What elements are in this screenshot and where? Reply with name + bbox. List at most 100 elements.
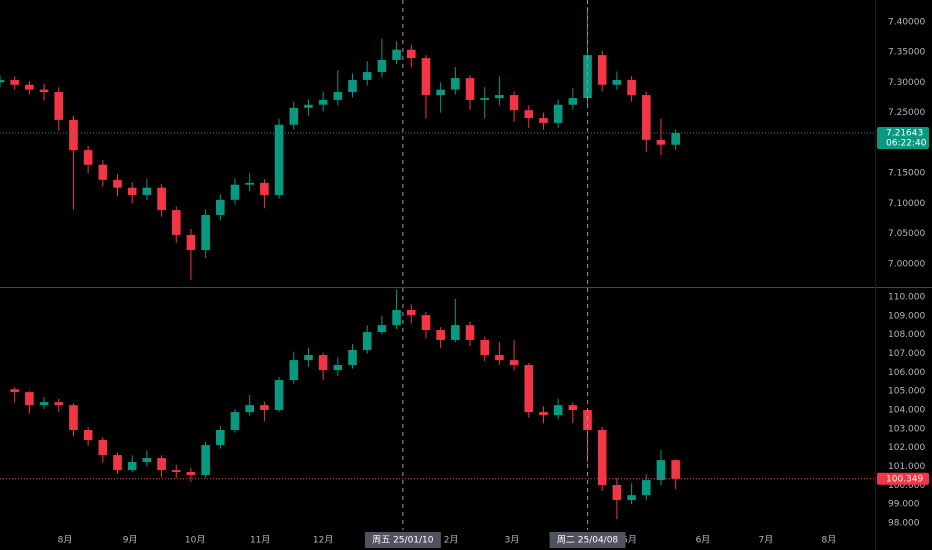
candle-body (362, 332, 372, 350)
y-tick-label: 7.35000 (888, 48, 925, 58)
candle-body (54, 92, 64, 120)
candle-body (304, 104, 313, 108)
y-tick-label: 104.000 (888, 406, 925, 416)
y-tick-label: 7.05000 (888, 229, 925, 239)
last-price-label: 7.21643 (886, 128, 923, 138)
candle-body (318, 355, 328, 371)
candle-body (142, 187, 152, 195)
candle-body (83, 150, 93, 165)
candle-body (230, 412, 240, 430)
candle-body (421, 58, 431, 96)
y-tick-label: 108.000 (888, 330, 925, 340)
candle-body (10, 79, 19, 85)
candle-body (25, 392, 34, 406)
candle-body (348, 79, 357, 93)
crosshair-badge (364, 532, 441, 548)
last-price-label: 100.349 (886, 474, 923, 484)
candle-body (304, 355, 313, 361)
y-tick-label: 7.25000 (888, 108, 925, 118)
candle-body (568, 405, 578, 411)
x-tick-label: 9月 (123, 535, 138, 546)
crosshair-badge (549, 532, 626, 548)
candle-body (451, 325, 460, 340)
candle-body (465, 78, 475, 100)
y-tick-label: 109.000 (888, 311, 925, 321)
candle-body (39, 89, 49, 93)
candle-body (553, 104, 563, 123)
y-tick-label: 102.000 (888, 443, 925, 453)
x-tick-label: 2月 (444, 535, 459, 546)
candle-body (509, 95, 519, 111)
candle-body (480, 98, 490, 100)
candle-body (333, 365, 343, 371)
candle-body (406, 310, 416, 316)
y-tick-label: 110.000 (888, 293, 925, 303)
candle-body (245, 405, 255, 413)
x-tick-label: 8月 (58, 535, 73, 546)
candle-body (451, 78, 460, 90)
candle-body (612, 79, 622, 85)
candle-body (597, 429, 607, 485)
candle-body (509, 360, 519, 366)
candle-body (656, 460, 666, 481)
candle-body (465, 325, 475, 340)
candle-body (201, 445, 210, 476)
candle-body (39, 402, 49, 406)
candle-body (289, 360, 299, 381)
candle-body (216, 199, 225, 215)
y-tick-label: 101.000 (888, 462, 925, 472)
last-price-badge (877, 126, 929, 149)
candle-body (10, 389, 19, 393)
candle-body (127, 187, 137, 195)
candle-body (0, 79, 5, 83)
candle-body (157, 187, 166, 211)
candle-body (597, 55, 607, 85)
candle-body (245, 182, 255, 185)
candle-body (377, 59, 387, 73)
candle-body (186, 471, 196, 476)
candle-body (127, 462, 137, 471)
candle-body (186, 234, 196, 251)
crosshair-label: 周五 25/01/10 (372, 535, 434, 546)
y-tick-label: 7.40000 (888, 17, 925, 27)
y-tick-label: 7.15000 (888, 169, 925, 179)
candle-body (539, 412, 548, 416)
candle-body (392, 49, 401, 60)
candle-body (201, 214, 210, 251)
y-tick-label: 103.000 (888, 424, 925, 434)
candle-body (274, 124, 284, 195)
candle-body (83, 429, 93, 440)
candle-body (318, 99, 328, 105)
x-tick-label: 5月 (622, 535, 637, 546)
candle-body (480, 339, 490, 356)
y-tick-label: 99.000 (888, 500, 920, 510)
candle-body (157, 458, 166, 471)
candle-body (553, 405, 563, 416)
candle-body (230, 184, 240, 200)
candle-body (171, 470, 181, 472)
candle-body (627, 79, 636, 96)
x-tick-label: 12月 (313, 535, 333, 546)
y-tick-label: 7.30000 (888, 78, 925, 88)
candle-body (54, 402, 64, 406)
candle-body (568, 98, 578, 105)
candle-body (495, 95, 504, 99)
candle-body (627, 495, 636, 501)
countdown-label: 06:22:40 (886, 138, 927, 148)
candle-body (612, 484, 622, 501)
candle-body (333, 92, 343, 100)
crosshair-label: 周二 25/04/08 (557, 535, 619, 546)
candle-body (171, 210, 181, 235)
y-tick-label: 7.10000 (888, 199, 925, 209)
x-tick-label: 7月 (759, 535, 774, 546)
candle-body (289, 107, 299, 125)
candle-body (406, 49, 416, 59)
candle-body (524, 365, 534, 413)
candle-body (69, 405, 78, 430)
candle-body (113, 455, 122, 471)
last-price-badge (877, 472, 929, 485)
candle-body (377, 325, 387, 333)
y-tick-label: 100.000 (888, 481, 925, 491)
candle-body (25, 84, 34, 90)
